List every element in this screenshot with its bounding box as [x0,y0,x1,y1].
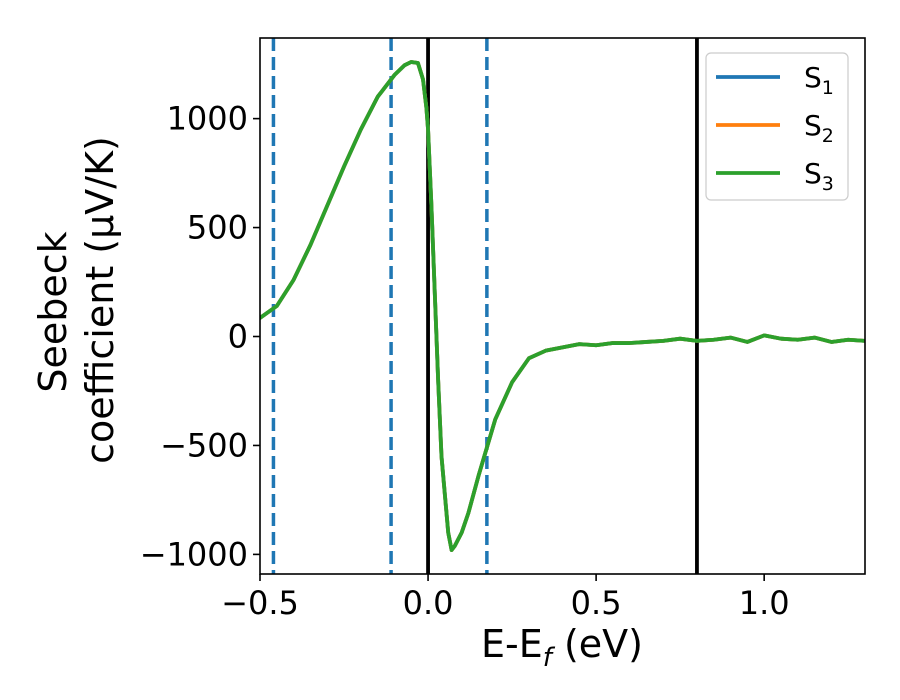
legend-label-sub: 2 [822,125,834,147]
y-axis-label-line1: Seebeck [31,231,75,392]
x-tick-label: −0.5 [221,584,299,622]
y-tick-label: 1000 [167,100,248,138]
y-axis: −1000 −500 0 500 1000 [140,100,260,573]
y-tick-label: 0 [228,318,248,356]
plot-frame [259,37,866,575]
legend-label-main: S [804,109,822,142]
y-axis-label-line2: coefficient (μV/K) [78,136,122,464]
x-tick-label: 0.5 [571,584,622,622]
legend-label-s2: S2 [804,109,834,147]
x-axis-label-unit: (eV) [552,622,643,666]
legend-label-sub: 1 [822,77,834,99]
legend-label-main: S [804,157,822,190]
x-axis-label: E-Ef (eV) [481,622,643,673]
x-axis: −0.5 0.0 0.5 1.0 [221,574,790,622]
y-tick-label: 500 [187,209,248,247]
series-lines [260,60,865,552]
legend-label-s1: S1 [804,61,834,99]
series-line-s3 [260,60,865,552]
x-tick-label: 1.0 [739,584,790,622]
legend-label-s3: S3 [804,157,834,195]
y-tick-label: −1000 [140,535,248,573]
x-axis-label-main: E-E [481,622,543,666]
legend-label-main: S [804,61,822,94]
legend-label-sub: 3 [822,173,834,195]
x-tick-label: 0.0 [403,584,454,622]
y-tick-label: −500 [160,426,248,464]
reference-lines [271,38,699,574]
y-axis-label: Seebeck coefficient (μV/K) [31,136,122,464]
